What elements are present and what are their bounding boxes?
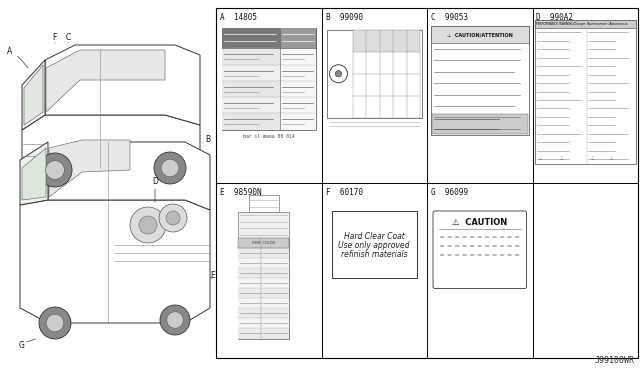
Bar: [239, 328, 289, 339]
Bar: [280, 81, 316, 97]
Text: ⚠  CAUTION: ⚠ CAUTION: [452, 218, 508, 227]
Text: ⚠  CAUTION/ATTENTION: ⚠ CAUTION/ATTENTION: [447, 32, 513, 37]
Text: ITEM  COLOR: ITEM COLOR: [252, 241, 275, 245]
Text: B  99090: B 99090: [326, 13, 362, 22]
Bar: [239, 248, 289, 258]
Circle shape: [154, 152, 186, 184]
Bar: [239, 258, 289, 268]
Text: refinish materials: refinish materials: [341, 250, 408, 259]
Text: D  990A2: D 990A2: [536, 13, 573, 22]
Bar: [432, 114, 527, 134]
Bar: [280, 48, 316, 64]
Circle shape: [159, 204, 187, 232]
Bar: [222, 28, 280, 48]
Polygon shape: [20, 142, 48, 205]
Text: G  96099: G 96099: [431, 188, 468, 197]
Bar: [239, 288, 289, 298]
Bar: [332, 211, 417, 278]
Polygon shape: [22, 148, 46, 200]
Text: F: F: [52, 33, 56, 42]
Text: D: D: [152, 177, 158, 186]
Bar: [280, 28, 316, 48]
Polygon shape: [24, 65, 43, 125]
Bar: [280, 64, 316, 81]
Text: △: △: [610, 157, 612, 160]
Bar: [222, 48, 280, 64]
Circle shape: [38, 153, 72, 187]
Bar: [280, 97, 316, 113]
Circle shape: [335, 71, 342, 77]
Bar: [239, 278, 289, 288]
Polygon shape: [48, 142, 210, 210]
Bar: [248, 195, 279, 212]
Bar: [216, 8, 638, 358]
Polygon shape: [46, 50, 165, 112]
Text: A  14805: A 14805: [220, 13, 257, 22]
Circle shape: [167, 312, 183, 328]
Bar: [239, 238, 289, 339]
Text: Use only approved: Use only approved: [339, 241, 410, 250]
Polygon shape: [22, 115, 200, 170]
Bar: [239, 308, 289, 318]
Text: PERFORMANCE WARNING/Danger /Avertissment /Advertencia: PERFORMANCE WARNING/Danger /Avertissment…: [536, 22, 628, 26]
Text: G: G: [19, 340, 25, 350]
Bar: [239, 318, 289, 328]
Bar: [222, 97, 280, 113]
Bar: [222, 81, 280, 97]
Bar: [353, 30, 420, 52]
Bar: [239, 238, 289, 248]
Polygon shape: [22, 60, 45, 130]
Polygon shape: [45, 45, 200, 125]
Text: J99100WR: J99100WR: [595, 356, 635, 365]
Bar: [280, 113, 316, 129]
Circle shape: [139, 216, 157, 234]
Text: bar il maoa 00 014: bar il maoa 00 014: [243, 134, 294, 138]
Bar: [222, 28, 316, 129]
Circle shape: [39, 307, 71, 339]
Text: C: C: [65, 33, 70, 42]
Text: △: △: [538, 157, 541, 160]
Polygon shape: [49, 140, 130, 197]
Circle shape: [46, 314, 64, 332]
Bar: [222, 28, 316, 48]
Circle shape: [166, 211, 180, 225]
Circle shape: [160, 305, 190, 335]
Text: A: A: [8, 48, 13, 57]
Text: △: △: [591, 157, 595, 160]
Text: E  98590N: E 98590N: [220, 188, 262, 197]
Bar: [431, 26, 529, 135]
Text: B: B: [205, 135, 211, 144]
Bar: [239, 268, 289, 278]
Circle shape: [45, 161, 65, 179]
Text: Hard Clear Coat: Hard Clear Coat: [344, 232, 404, 241]
Bar: [239, 298, 289, 308]
Bar: [222, 64, 280, 81]
Text: △: △: [560, 157, 563, 160]
Bar: [326, 30, 422, 118]
Bar: [534, 20, 636, 164]
Bar: [534, 20, 636, 28]
Circle shape: [161, 159, 179, 177]
Circle shape: [130, 207, 166, 243]
Polygon shape: [20, 200, 210, 323]
Text: E: E: [211, 270, 216, 279]
Bar: [222, 113, 280, 129]
Text: F  60170: F 60170: [326, 188, 362, 197]
FancyBboxPatch shape: [433, 211, 527, 289]
Text: C  99053: C 99053: [431, 13, 468, 22]
Bar: [431, 26, 529, 44]
Bar: [239, 212, 289, 238]
